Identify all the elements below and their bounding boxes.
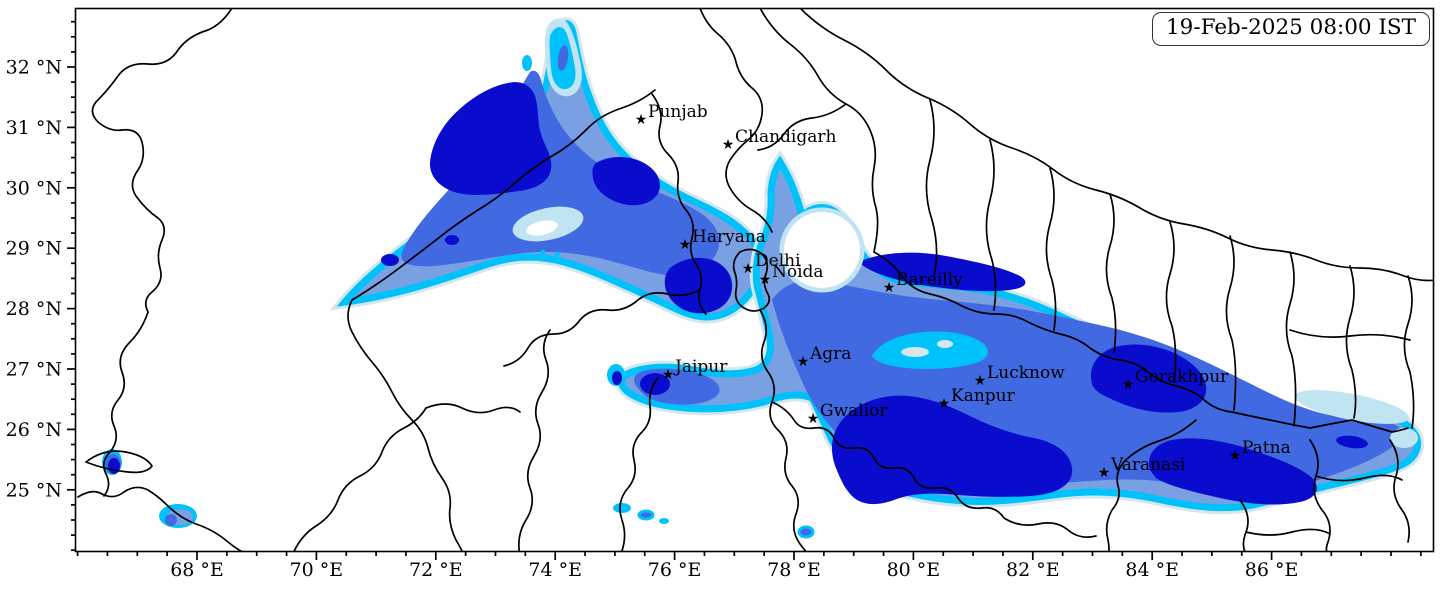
east-navy-core-south (832, 395, 1073, 505)
city-marker-punjab: ★ (635, 112, 648, 128)
east-pale-tip (1390, 428, 1418, 448)
city-label-delhi: Delhi (755, 251, 801, 271)
x-tick-label: 74 °E (528, 559, 582, 581)
nw-tiny-dot-1 (540, 249, 546, 255)
timestamp-text: 19-Feb-2025 08:00 IST (1165, 15, 1416, 40)
east-navy-north-band (858, 252, 1026, 292)
nw-fog-region (329, 17, 767, 324)
city-marker-lucknow: ★ (974, 373, 987, 389)
city-markers: ★ Punjab★ Chandigarh★ Haryana★ Delhi★ Noida★ B… (635, 102, 1291, 481)
city-label-jaipur: Jaipur (673, 357, 728, 377)
x-tick-label: 68 °E (170, 559, 224, 581)
x-tick-label: 82 °E (1006, 559, 1060, 581)
east-pale-ne-band (1295, 390, 1409, 424)
small-fog-patches (102, 364, 815, 539)
city-marker-gwalior: ★ (807, 411, 820, 427)
x-tick-label: 80 °E (887, 559, 941, 581)
nw-cyan-dot (522, 55, 532, 71)
y-tick-label: 29 °N (6, 238, 62, 260)
city-label-varanasi: Varanasi (1110, 455, 1186, 475)
city-label-patna: Patna (1242, 438, 1291, 458)
y-tick-label: 25 °N (6, 479, 62, 501)
y-tick-label: 31 °N (6, 117, 62, 139)
east-lens-pale-2 (937, 340, 953, 348)
nw-navy-core-delhi (664, 257, 733, 314)
x-tick-label: 86 °E (1245, 559, 1299, 581)
city-label-bareilly: Bareilly (896, 270, 963, 290)
nw-navy-dot-2 (381, 254, 399, 266)
south-bit-1 (613, 503, 631, 513)
y-tick-label: 32 °N (6, 57, 62, 79)
state-boundaries (77, 9, 1433, 551)
city-label-chandigarh: Chandigarh (735, 127, 837, 147)
city-label-noida: Noida (772, 262, 824, 282)
city-marker-varanasi: ★ (1098, 465, 1111, 481)
east-navy-streak-ne (1336, 435, 1368, 449)
nw-navy-core-1 (429, 82, 552, 195)
nw-navy-core-2 (592, 157, 660, 206)
kutch-patch-2-royal (165, 514, 177, 526)
city-label-agra: Agra (809, 344, 851, 364)
east-lens-pale-1 (901, 347, 929, 357)
jaipur-west-navy (612, 371, 622, 385)
south-bit-4 (797, 525, 815, 539)
y-tick-label: 26 °N (6, 419, 62, 441)
city-marker-jaipur: ★ (662, 367, 675, 383)
city-label-punjab: Punjab (648, 102, 708, 122)
nw-white-hole-1 (526, 220, 558, 236)
x-tick-label: 78 °E (767, 559, 821, 581)
y-tick-label: 27 °N (6, 359, 62, 381)
nw-navy-dot-1 (445, 235, 459, 245)
east-white-gap (784, 212, 860, 288)
jaipur-finger-navy (640, 373, 670, 395)
city-marker-bareilly: ★ (883, 280, 896, 296)
axis-ticks: 68 °E 70 °E 72 °E 74 °E 76 °E 78 °E 80 °E 82 °E… (6, 20, 1422, 581)
city-marker-patna: ★ (1229, 448, 1242, 464)
city-marker-kanpur: ★ (938, 396, 951, 412)
city-marker-haryana: ★ (679, 237, 692, 253)
y-tick-label: 28 °N (6, 298, 62, 320)
nw-tiny-dot-2 (554, 251, 560, 257)
nw-royal-band (401, 70, 720, 277)
nw-top-cap-royal (557, 45, 569, 71)
fog-contours (102, 17, 1425, 539)
south-bit-3 (659, 518, 669, 524)
city-label-gorakhpur: Gorakhpur (1135, 367, 1229, 387)
south-bit-2 (637, 509, 655, 521)
nw-white-hole-2 (387, 211, 413, 227)
city-label-haryana: Haryana (692, 227, 766, 247)
timestamp-box: 19-Feb-2025 08:00 IST (1151, 12, 1430, 46)
east-fog-region (615, 150, 1425, 515)
y-tick-label: 30 °N (6, 177, 62, 199)
city-label-gwalior: Gwalior (820, 401, 888, 421)
city-marker-agra: ★ (797, 354, 810, 370)
city-marker-delhi: ★ (742, 261, 755, 277)
x-tick-label: 76 °E (648, 559, 702, 581)
x-tick-label: 70 °E (290, 559, 344, 581)
city-label-kanpur: Kanpur (951, 386, 1016, 406)
x-tick-label: 84 °E (1125, 559, 1179, 581)
map-frame (74, 7, 1435, 553)
east-navy-core-gorakhpur (1090, 344, 1207, 413)
east-navy-core-patna (1148, 438, 1317, 505)
city-marker-noida: ★ (759, 272, 772, 288)
city-marker-chandigarh: ★ (722, 137, 735, 153)
east-cyan-lens (872, 331, 988, 369)
city-label-lucknow: Lucknow (987, 363, 1065, 383)
x-tick-label: 72 °E (409, 559, 463, 581)
city-marker-gorakhpur: ★ (1122, 377, 1135, 393)
